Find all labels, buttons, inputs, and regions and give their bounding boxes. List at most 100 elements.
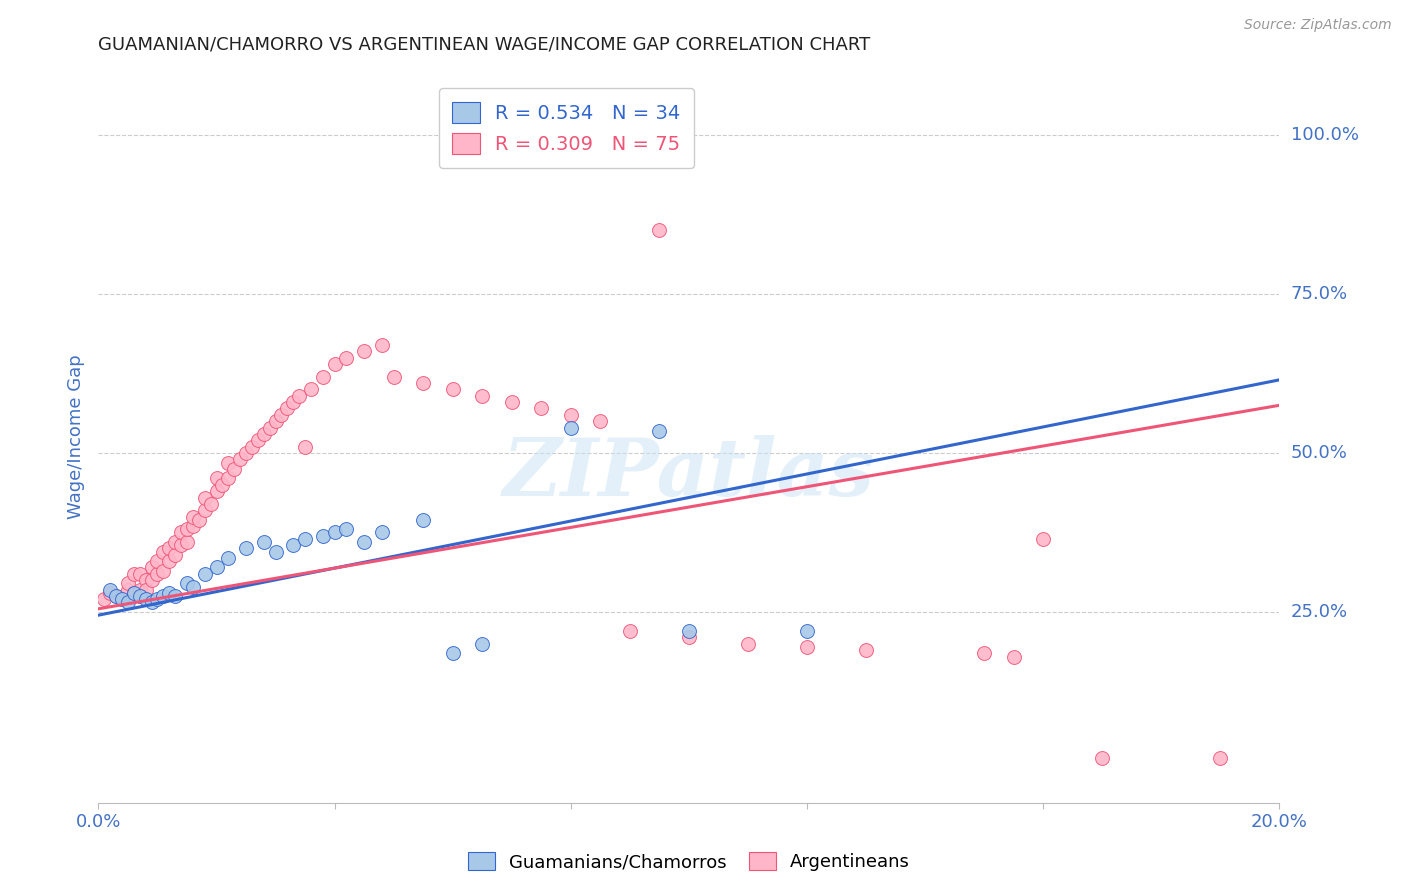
Point — [122, 566, 145, 581]
Point — [323, 357, 346, 371]
Point — [441, 383, 464, 397]
Point — [648, 223, 671, 237]
Legend: R = 0.534   N = 34, R = 0.309   N = 75: R = 0.534 N = 34, R = 0.309 N = 75 — [439, 88, 695, 168]
Point — [200, 497, 222, 511]
Point — [283, 395, 305, 409]
Point — [117, 576, 139, 591]
Point — [796, 640, 818, 654]
Point — [353, 535, 375, 549]
Point — [135, 573, 157, 587]
Point — [217, 456, 239, 470]
Point — [294, 440, 316, 454]
Point — [93, 592, 115, 607]
Point — [235, 541, 257, 556]
Point — [1209, 751, 1232, 765]
Point — [276, 401, 298, 416]
Point — [412, 513, 434, 527]
Point — [194, 566, 217, 581]
Point — [117, 582, 139, 597]
Point — [157, 554, 180, 568]
Point — [141, 560, 163, 574]
Text: 100.0%: 100.0% — [1291, 126, 1358, 144]
Point — [1002, 649, 1025, 664]
Point — [117, 595, 139, 609]
Point — [181, 519, 204, 533]
Point — [323, 525, 346, 540]
Point — [205, 471, 228, 485]
Point — [855, 643, 877, 657]
Point — [105, 589, 128, 603]
Point — [128, 589, 150, 603]
Point — [146, 566, 169, 581]
Point — [299, 383, 322, 397]
Point — [501, 395, 523, 409]
Legend: Guamanians/Chamorros, Argentineans: Guamanians/Chamorros, Argentineans — [461, 845, 917, 879]
Point — [253, 426, 276, 441]
Point — [619, 624, 641, 638]
Y-axis label: Wage/Income Gap: Wage/Income Gap — [66, 355, 84, 519]
Point — [335, 351, 357, 365]
Point — [335, 522, 357, 536]
Point — [312, 529, 335, 543]
Point — [98, 586, 121, 600]
Point — [283, 538, 305, 552]
Point — [146, 592, 169, 607]
Point — [371, 525, 394, 540]
Point — [353, 344, 375, 359]
Point — [253, 535, 276, 549]
Point — [135, 582, 157, 597]
Point — [240, 440, 263, 454]
Point — [157, 541, 180, 556]
Point — [678, 624, 700, 638]
Point — [224, 462, 246, 476]
Text: 25.0%: 25.0% — [1291, 603, 1348, 621]
Point — [259, 420, 281, 434]
Point — [294, 532, 316, 546]
Point — [973, 646, 995, 660]
Point — [530, 401, 553, 416]
Point — [382, 369, 405, 384]
Point — [128, 582, 150, 597]
Point — [122, 586, 145, 600]
Point — [412, 376, 434, 390]
Point — [152, 544, 174, 558]
Point — [176, 535, 198, 549]
Point — [135, 592, 157, 607]
Point — [796, 624, 818, 638]
Point — [194, 503, 217, 517]
Point — [205, 484, 228, 499]
Point — [471, 389, 494, 403]
Point — [181, 509, 204, 524]
Point — [648, 424, 671, 438]
Point — [471, 637, 494, 651]
Point — [181, 580, 204, 594]
Point — [165, 535, 187, 549]
Text: 75.0%: 75.0% — [1291, 285, 1348, 303]
Point — [176, 576, 198, 591]
Point — [141, 595, 163, 609]
Point — [229, 452, 252, 467]
Text: GUAMANIAN/CHAMORRO VS ARGENTINEAN WAGE/INCOME GAP CORRELATION CHART: GUAMANIAN/CHAMORRO VS ARGENTINEAN WAGE/I… — [98, 36, 870, 54]
Point — [678, 631, 700, 645]
Point — [205, 560, 228, 574]
Point — [98, 582, 121, 597]
Point — [312, 369, 335, 384]
Point — [270, 408, 292, 422]
Point — [146, 554, 169, 568]
Text: ZIPatlas: ZIPatlas — [503, 435, 875, 512]
Point — [1091, 751, 1114, 765]
Point — [560, 420, 582, 434]
Point — [128, 566, 150, 581]
Point — [441, 646, 464, 660]
Point — [170, 525, 193, 540]
Point — [217, 471, 239, 485]
Point — [165, 589, 187, 603]
Point — [170, 538, 193, 552]
Text: Source: ZipAtlas.com: Source: ZipAtlas.com — [1244, 18, 1392, 32]
Point — [264, 544, 287, 558]
Point — [264, 414, 287, 428]
Point — [122, 586, 145, 600]
Point — [176, 522, 198, 536]
Point — [111, 592, 134, 607]
Point — [152, 589, 174, 603]
